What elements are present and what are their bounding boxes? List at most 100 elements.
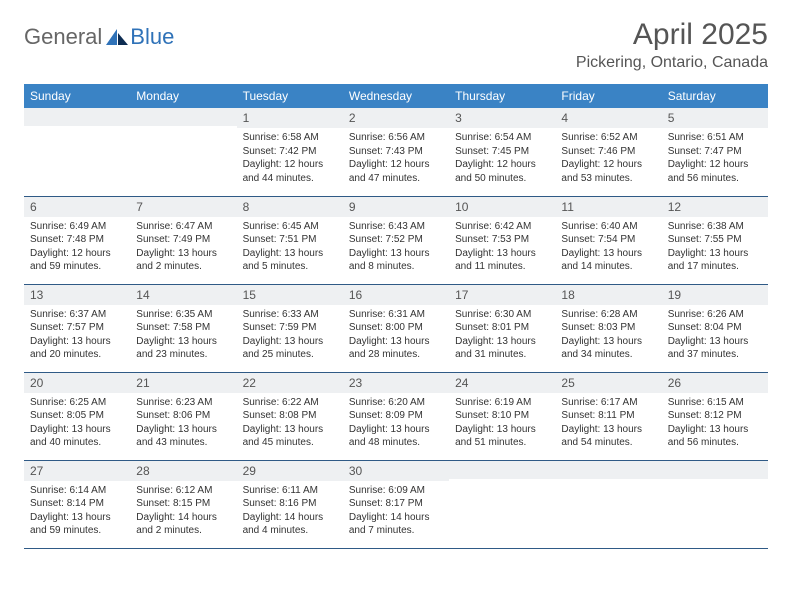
day-number [555,461,661,479]
daylight-text: Daylight: 13 hours and 11 minutes. [455,247,549,274]
daylight-text: Daylight: 13 hours and 25 minutes. [243,335,337,362]
calendar-cell: 9Sunrise: 6:43 AMSunset: 7:52 PMDaylight… [343,196,449,284]
day-details: Sunrise: 6:58 AMSunset: 7:42 PMDaylight:… [237,128,343,189]
daylight-text: Daylight: 13 hours and 2 minutes. [136,247,230,274]
day-details: Sunrise: 6:47 AMSunset: 7:49 PMDaylight:… [130,217,236,278]
calendar-cell: 18Sunrise: 6:28 AMSunset: 8:03 PMDayligh… [555,284,661,372]
day-details: Sunrise: 6:49 AMSunset: 7:48 PMDaylight:… [24,217,130,278]
sunrise-text: Sunrise: 6:23 AM [136,396,230,410]
day-number: 23 [343,373,449,393]
day-number: 6 [24,197,130,217]
calendar-cell: 16Sunrise: 6:31 AMSunset: 8:00 PMDayligh… [343,284,449,372]
sunrise-text: Sunrise: 6:22 AM [243,396,337,410]
calendar-cell: 2Sunrise: 6:56 AMSunset: 7:43 PMDaylight… [343,108,449,196]
daylight-text: Daylight: 14 hours and 7 minutes. [349,511,443,538]
sunset-text: Sunset: 8:03 PM [561,321,655,335]
day-details: Sunrise: 6:54 AMSunset: 7:45 PMDaylight:… [449,128,555,189]
sunset-text: Sunset: 8:14 PM [30,497,124,511]
calendar-cell: 14Sunrise: 6:35 AMSunset: 7:58 PMDayligh… [130,284,236,372]
sunrise-text: Sunrise: 6:37 AM [30,308,124,322]
daylight-text: Daylight: 13 hours and 20 minutes. [30,335,124,362]
sunset-text: Sunset: 7:55 PM [668,233,762,247]
calendar-cell: 15Sunrise: 6:33 AMSunset: 7:59 PMDayligh… [237,284,343,372]
weekday-header: Wednesday [343,84,449,108]
sunrise-text: Sunrise: 6:25 AM [30,396,124,410]
sunset-text: Sunset: 7:48 PM [30,233,124,247]
sunrise-text: Sunrise: 6:56 AM [349,131,443,145]
calendar-cell: 24Sunrise: 6:19 AMSunset: 8:10 PMDayligh… [449,372,555,460]
daylight-text: Daylight: 13 hours and 8 minutes. [349,247,443,274]
day-number: 7 [130,197,236,217]
daylight-text: Daylight: 13 hours and 23 minutes. [136,335,230,362]
calendar-week-row: 6Sunrise: 6:49 AMSunset: 7:48 PMDaylight… [24,196,768,284]
sunset-text: Sunset: 7:43 PM [349,145,443,159]
day-details: Sunrise: 6:52 AMSunset: 7:46 PMDaylight:… [555,128,661,189]
sunset-text: Sunset: 8:09 PM [349,409,443,423]
sunrise-text: Sunrise: 6:31 AM [349,308,443,322]
day-number: 14 [130,285,236,305]
day-number: 16 [343,285,449,305]
calendar-cell: 26Sunrise: 6:15 AMSunset: 8:12 PMDayligh… [662,372,768,460]
daylight-text: Daylight: 12 hours and 59 minutes. [30,247,124,274]
daylight-text: Daylight: 13 hours and 59 minutes. [30,511,124,538]
day-details: Sunrise: 6:42 AMSunset: 7:53 PMDaylight:… [449,217,555,278]
calendar-cell: 10Sunrise: 6:42 AMSunset: 7:53 PMDayligh… [449,196,555,284]
sunset-text: Sunset: 7:45 PM [455,145,549,159]
calendar-cell: 27Sunrise: 6:14 AMSunset: 8:14 PMDayligh… [24,460,130,548]
calendar-cell: 11Sunrise: 6:40 AMSunset: 7:54 PMDayligh… [555,196,661,284]
day-details: Sunrise: 6:23 AMSunset: 8:06 PMDaylight:… [130,393,236,454]
calendar-cell: 30Sunrise: 6:09 AMSunset: 8:17 PMDayligh… [343,460,449,548]
day-details: Sunrise: 6:40 AMSunset: 7:54 PMDaylight:… [555,217,661,278]
day-number: 29 [237,461,343,481]
sunrise-text: Sunrise: 6:17 AM [561,396,655,410]
daylight-text: Daylight: 12 hours and 44 minutes. [243,158,337,185]
sunset-text: Sunset: 8:06 PM [136,409,230,423]
day-number [24,108,130,126]
sunset-text: Sunset: 7:58 PM [136,321,230,335]
sunset-text: Sunset: 7:46 PM [561,145,655,159]
calendar-cell: 3Sunrise: 6:54 AMSunset: 7:45 PMDaylight… [449,108,555,196]
calendar-cell: 22Sunrise: 6:22 AMSunset: 8:08 PMDayligh… [237,372,343,460]
day-number: 24 [449,373,555,393]
daylight-text: Daylight: 13 hours and 40 minutes. [30,423,124,450]
calendar-week-row: 20Sunrise: 6:25 AMSunset: 8:05 PMDayligh… [24,372,768,460]
day-details: Sunrise: 6:19 AMSunset: 8:10 PMDaylight:… [449,393,555,454]
calendar-cell: 25Sunrise: 6:17 AMSunset: 8:11 PMDayligh… [555,372,661,460]
calendar-cell [555,460,661,548]
day-details: Sunrise: 6:35 AMSunset: 7:58 PMDaylight:… [130,305,236,366]
sunrise-text: Sunrise: 6:11 AM [243,484,337,498]
day-details: Sunrise: 6:30 AMSunset: 8:01 PMDaylight:… [449,305,555,366]
day-number: 21 [130,373,236,393]
day-number [449,461,555,479]
day-details: Sunrise: 6:14 AMSunset: 8:14 PMDaylight:… [24,481,130,542]
daylight-text: Daylight: 14 hours and 4 minutes. [243,511,337,538]
day-number: 10 [449,197,555,217]
sunset-text: Sunset: 7:51 PM [243,233,337,247]
daylight-text: Daylight: 13 hours and 14 minutes. [561,247,655,274]
day-number: 17 [449,285,555,305]
title-block: April 2025 Pickering, Ontario, Canada [576,18,768,72]
sunset-text: Sunset: 8:01 PM [455,321,549,335]
daylight-text: Daylight: 14 hours and 2 minutes. [136,511,230,538]
day-details: Sunrise: 6:38 AMSunset: 7:55 PMDaylight:… [662,217,768,278]
day-details: Sunrise: 6:56 AMSunset: 7:43 PMDaylight:… [343,128,449,189]
sunset-text: Sunset: 8:11 PM [561,409,655,423]
sunrise-text: Sunrise: 6:19 AM [455,396,549,410]
day-details: Sunrise: 6:26 AMSunset: 8:04 PMDaylight:… [662,305,768,366]
sunset-text: Sunset: 8:16 PM [243,497,337,511]
daylight-text: Daylight: 13 hours and 37 minutes. [668,335,762,362]
weekday-header: Sunday [24,84,130,108]
day-number: 28 [130,461,236,481]
weekday-header: Tuesday [237,84,343,108]
day-details: Sunrise: 6:20 AMSunset: 8:09 PMDaylight:… [343,393,449,454]
calendar-cell: 6Sunrise: 6:49 AMSunset: 7:48 PMDaylight… [24,196,130,284]
sunrise-text: Sunrise: 6:14 AM [30,484,124,498]
day-number: 13 [24,285,130,305]
calendar-cell: 19Sunrise: 6:26 AMSunset: 8:04 PMDayligh… [662,284,768,372]
day-number: 26 [662,373,768,393]
sunset-text: Sunset: 7:49 PM [136,233,230,247]
day-details: Sunrise: 6:11 AMSunset: 8:16 PMDaylight:… [237,481,343,542]
day-number: 5 [662,108,768,128]
sunrise-text: Sunrise: 6:45 AM [243,220,337,234]
calendar-cell: 13Sunrise: 6:37 AMSunset: 7:57 PMDayligh… [24,284,130,372]
